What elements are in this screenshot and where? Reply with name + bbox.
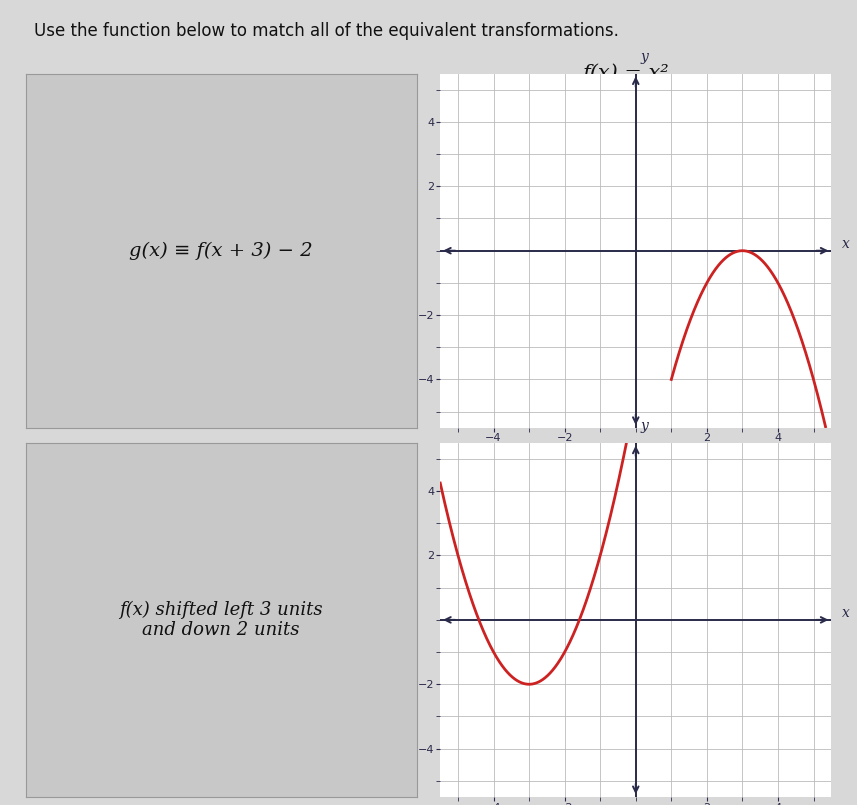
Text: x: x [842,237,850,251]
Text: f(x) shifted left 3 units
and down 2 units: f(x) shifted left 3 units and down 2 uni… [119,601,323,639]
Text: g(x) ≡ f(x + 3) − 2: g(x) ≡ f(x + 3) − 2 [129,242,313,260]
Text: x: x [842,606,850,621]
Text: y: y [641,50,649,64]
Text: f(x) = x²: f(x) = x² [583,63,669,83]
Text: Use the function below to match all of the equivalent transformations.: Use the function below to match all of t… [33,23,619,40]
Text: y: y [641,419,649,433]
